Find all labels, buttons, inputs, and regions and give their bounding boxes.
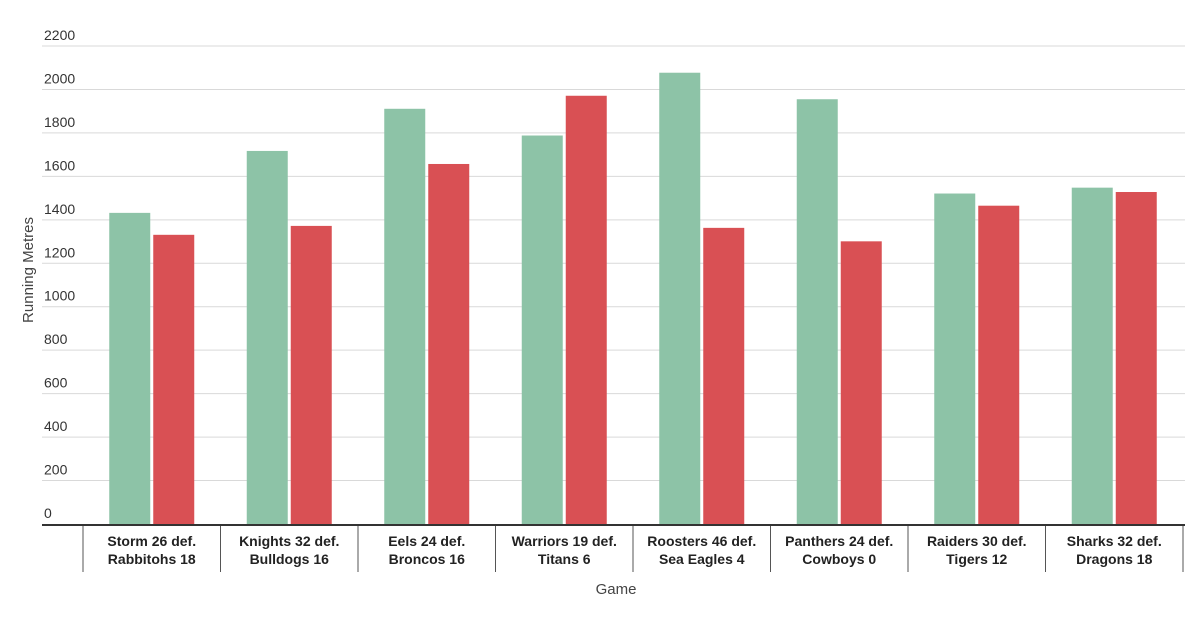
y-tick-label: 2200 (44, 27, 75, 43)
bar (246, 150, 288, 524)
x-tick-label: Dragons 18 (1076, 551, 1152, 567)
x-tick-label: Knights 32 def. (239, 533, 339, 549)
bar (978, 205, 1020, 525)
bar (840, 241, 882, 524)
bar (796, 99, 838, 525)
bar (934, 193, 976, 524)
bar (290, 225, 332, 524)
x-tick-label: Sharks 32 def. (1067, 533, 1162, 549)
x-tick-label: Roosters 46 def. (647, 533, 756, 549)
y-tick-label: 0 (44, 505, 52, 521)
y-tick-label: 1800 (44, 114, 75, 130)
y-tick-label: 200 (44, 462, 68, 478)
bar (659, 72, 701, 524)
x-tick-label: Titans 6 (538, 551, 591, 567)
x-tick-label: Eels 24 def. (388, 533, 465, 549)
x-tick-label: Panthers 24 def. (785, 533, 893, 549)
bar (1115, 192, 1157, 525)
x-tick-label: Sea Eagles 4 (659, 551, 745, 567)
bar (109, 212, 151, 524)
y-axis-ticks: 0 200 400 600 800 1000 1200 1400 1600 1800 2000 220… (44, 27, 75, 521)
bar (428, 163, 470, 524)
y-tick-label: 1600 (44, 157, 75, 173)
bar (1071, 187, 1113, 525)
y-tick-label: 600 (44, 375, 68, 391)
x-tick-label: Rabbitohs 18 (108, 551, 196, 567)
gridlines (42, 45, 1185, 482)
y-axis-title: Running Metres (20, 217, 37, 323)
x-tick-label: Broncos 16 (389, 551, 465, 567)
x-tick-label: Bulldogs 16 (250, 551, 330, 567)
y-tick-label: 1200 (44, 244, 75, 260)
bars (109, 72, 1157, 525)
bar (384, 108, 426, 525)
x-tick-label: Tigers 12 (946, 551, 1007, 567)
y-tick-label: 400 (44, 418, 68, 434)
y-tick-label: 1000 (44, 288, 75, 304)
bar (565, 95, 607, 524)
bar (703, 227, 745, 524)
bar (521, 135, 563, 524)
y-tick-label: 800 (44, 331, 68, 347)
x-axis: Storm 26 def. Rabbitohs 18 Knights 32 def.… (42, 524, 1185, 572)
x-tick-label: Warriors 19 def. (512, 533, 617, 549)
y-tick-label: 1400 (44, 201, 75, 217)
x-tick-label: Storm 26 def. (107, 533, 196, 549)
x-tick-label: Raiders 30 def. (927, 533, 1027, 549)
x-tick-label: Cowboys 0 (802, 551, 876, 567)
x-axis-title: Game (596, 581, 637, 598)
bar (153, 234, 195, 524)
y-tick-label: 2000 (44, 70, 75, 86)
